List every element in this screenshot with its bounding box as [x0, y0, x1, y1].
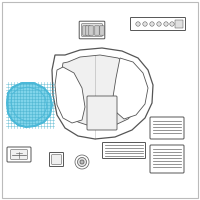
FancyBboxPatch shape [95, 26, 99, 35]
Polygon shape [61, 55, 143, 127]
Polygon shape [55, 67, 85, 123]
Circle shape [157, 22, 161, 26]
FancyBboxPatch shape [7, 147, 31, 162]
FancyBboxPatch shape [100, 26, 104, 35]
FancyBboxPatch shape [79, 21, 105, 39]
FancyBboxPatch shape [11, 150, 27, 159]
FancyBboxPatch shape [52, 155, 61, 164]
Circle shape [150, 22, 154, 26]
Polygon shape [113, 58, 148, 119]
Circle shape [170, 22, 174, 26]
FancyBboxPatch shape [150, 117, 184, 139]
FancyBboxPatch shape [87, 96, 117, 130]
Polygon shape [52, 48, 153, 139]
FancyBboxPatch shape [50, 152, 64, 166]
FancyBboxPatch shape [150, 145, 184, 173]
Circle shape [78, 158, 86, 166]
FancyBboxPatch shape [175, 20, 183, 28]
FancyBboxPatch shape [130, 18, 186, 30]
Circle shape [80, 160, 84, 164]
FancyBboxPatch shape [89, 26, 93, 35]
FancyBboxPatch shape [2, 2, 198, 198]
FancyBboxPatch shape [83, 26, 87, 35]
Circle shape [143, 22, 147, 26]
Polygon shape [7, 83, 52, 127]
FancyBboxPatch shape [102, 142, 146, 158]
FancyBboxPatch shape [82, 24, 102, 36]
Circle shape [164, 22, 168, 26]
Circle shape [136, 22, 140, 26]
Circle shape [75, 155, 89, 169]
FancyBboxPatch shape [86, 26, 90, 35]
